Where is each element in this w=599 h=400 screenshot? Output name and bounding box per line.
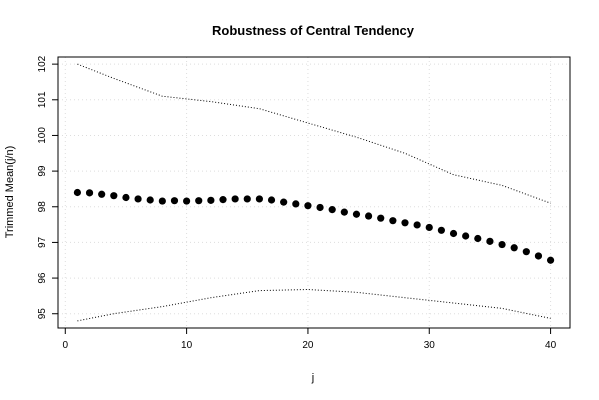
data-point — [328, 206, 336, 214]
chart-title: Robustness of Central Tendency — [212, 23, 415, 38]
y-tick-label: 100 — [37, 127, 48, 144]
x-tick-label: 20 — [302, 340, 314, 351]
data-point — [377, 214, 385, 222]
data-point — [292, 200, 300, 208]
y-tick-label: 102 — [37, 55, 48, 72]
data-point — [207, 196, 215, 204]
data-point — [546, 256, 555, 264]
data-point — [110, 192, 118, 200]
data-point — [340, 208, 348, 216]
data-point — [243, 195, 251, 203]
data-point — [522, 248, 530, 256]
series-layer — [73, 63, 555, 322]
x-tick-label: 40 — [545, 340, 557, 351]
plot-frame — [57, 56, 571, 329]
data-point — [364, 212, 373, 220]
x-tick-label: 0 — [62, 340, 68, 351]
data-point — [195, 197, 203, 205]
data-point — [98, 190, 106, 198]
data-point — [474, 234, 482, 243]
y-tick-label: 99 — [37, 165, 48, 177]
data-point — [510, 244, 518, 252]
data-point — [304, 202, 312, 210]
x-tick-label: 30 — [424, 340, 436, 351]
data-point — [219, 196, 227, 204]
data-point — [85, 189, 94, 197]
data-point — [134, 195, 142, 203]
data-point — [462, 232, 470, 240]
y-tick-label: 97 — [37, 236, 48, 248]
x-axis-label: j — [311, 372, 314, 384]
data-point — [146, 196, 154, 204]
data-point — [534, 252, 543, 260]
grid-layer — [58, 57, 570, 328]
y-tick-label: 98 — [37, 201, 48, 213]
data-point — [122, 193, 130, 202]
x-tick-label: 10 — [181, 340, 193, 351]
y-axis-label: Trimmed Mean(j/n) — [4, 146, 16, 239]
data-point — [267, 196, 276, 204]
data-point — [316, 203, 324, 212]
data-point — [486, 237, 494, 245]
data-point — [280, 198, 288, 206]
data-point — [498, 240, 506, 249]
data-point — [255, 195, 264, 203]
y-tick-label: 96 — [37, 272, 48, 284]
data-point — [352, 210, 361, 218]
upper-bound-line — [77, 63, 551, 204]
y-tick-label: 95 — [37, 308, 48, 320]
data-point — [170, 197, 179, 205]
data-point — [425, 223, 433, 232]
data-point — [437, 226, 445, 234]
axis-layer: 0 10 20 30 40 95 96 97 98 99 100 101 102 — [37, 55, 571, 351]
data-point — [401, 219, 409, 227]
data-point — [449, 229, 458, 238]
data-point — [231, 195, 239, 203]
data-point — [183, 197, 191, 205]
data-point — [158, 197, 166, 205]
data-point — [73, 188, 82, 197]
lower-bound-line — [77, 288, 551, 322]
data-point — [413, 221, 421, 229]
data-point — [389, 217, 397, 225]
y-tick-label: 101 — [37, 91, 48, 108]
